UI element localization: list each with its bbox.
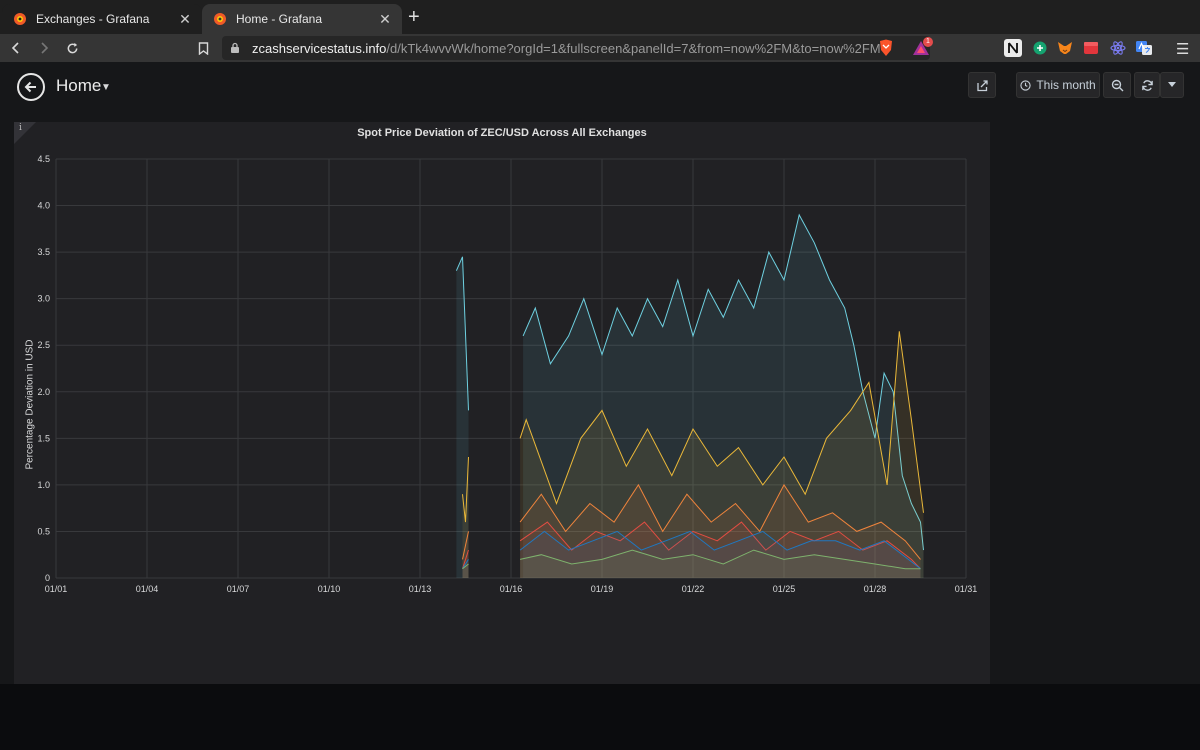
refresh-button[interactable] [1134,72,1160,98]
react-devtools-icon[interactable] [1109,39,1127,57]
browser-menu-icon[interactable]: ☰ [1176,41,1190,58]
y-tick-label: 1.5 [37,433,50,443]
series-line-exmo [522,213,924,551]
series-area-kraken [520,531,921,578]
reload-icon[interactable] [62,38,82,58]
series-line-gemini [519,549,921,570]
dashboard-title[interactable]: Home [56,76,102,95]
x-tick-label: 01/07 [227,584,250,594]
time-picker-button[interactable]: This month [1016,72,1100,98]
caret-down-icon [1168,82,1176,87]
y-tick-label: 2.5 [37,340,50,350]
series-area-bittrex [462,457,469,578]
series-line-coinbase [519,521,921,570]
x-tick-label: 01/22 [682,584,705,594]
x-tick-label: 01/01 [45,584,68,594]
y-tick-label: 4.0 [37,201,50,211]
y-tick-label: 2.0 [37,387,50,397]
y-tick-label: 1.0 [37,480,50,490]
arrow-left-icon [24,81,36,93]
grammarly-extension-icon[interactable] [1031,39,1049,57]
url-path: /d/kTk4wvvWk/home?orgId=1&fullscreen&pan… [386,40,881,56]
x-tick-label: 01/16 [500,584,523,594]
exit-fullscreen-button[interactable] [17,73,45,101]
x-tick-label: 01/25 [773,584,796,594]
info-icon[interactable]: i [19,123,22,133]
series-area-gemini [462,564,469,578]
red-extension-icon[interactable] [1082,39,1100,57]
page-footer-area [0,684,1200,750]
grafana-favicon-icon [12,11,28,27]
tab-home[interactable]: Home - Grafana ✕ [202,4,402,34]
y-tick-label: 0 [45,573,50,583]
rewards-badge: 1 [923,37,933,47]
y-tick-label: 3.5 [37,247,50,257]
zoom-out-button[interactable] [1103,72,1131,98]
tab-title: Home - Grafana [236,12,323,26]
address-bar-row: zcashservicestatus.info/d/kTk4wvvWk/home… [0,34,1200,62]
panel-title[interactable]: Spot Price Deviation of ZEC/USD Across A… [357,127,647,139]
notion-extension-icon[interactable] [1004,39,1022,57]
series-line-exmo [455,256,469,411]
clock-icon [1020,79,1031,91]
tab-title: Exchanges - Grafana [36,12,150,26]
translate-extension-icon[interactable] [1135,39,1153,57]
back-arrow-icon[interactable] [6,38,26,58]
tab-close-icon[interactable]: ✕ [179,10,191,27]
share-button[interactable] [968,72,996,98]
x-tick-label: 01/19 [591,584,614,594]
browser-tab-bar: Exchanges - Grafana ✕ Home - Grafana ✕ + [0,0,1200,34]
graph-panel[interactable]: i Spot Price Deviation of ZEC/USD Across… [14,122,990,735]
brave-shield-icon[interactable] [878,39,894,62]
url-field[interactable]: zcashservicestatus.info/d/kTk4wvvWk/home… [222,36,930,60]
series-line-bitfinex [462,531,469,560]
forward-arrow-icon[interactable] [34,38,54,58]
x-tick-label: 01/13 [409,584,432,594]
series-area-coinbase [520,522,921,578]
y-tick-label: 0.5 [37,526,50,536]
series-area-exmo [523,214,924,578]
series-line-gemini [462,563,469,570]
series-line-bittrex [519,331,924,513]
series-area-bitfinex [520,484,921,578]
series-line-coinbase [462,549,469,569]
y-tick-label: 3.0 [37,294,50,304]
y-tick-label: 4.5 [37,154,50,164]
brave-rewards-icon[interactable]: 1 [912,37,933,61]
metamask-extension-icon[interactable] [1056,39,1074,57]
refresh-icon [1141,79,1153,91]
series-line-bittrex [462,456,469,523]
refresh-interval-dropdown[interactable] [1160,72,1184,98]
x-tick-label: 01/10 [318,584,341,594]
series-area-kraken [462,559,469,578]
grafana-app: Home ▼ This month i Spot Price Deviation… [0,62,1200,750]
tab-close-icon[interactable]: ✕ [379,10,391,27]
brave-icons: 1 [878,37,933,62]
x-tick-label: 01/04 [136,584,159,594]
series-line-bitfinex [519,483,921,560]
caret-down-icon[interactable]: ▼ [101,82,111,93]
lock-icon [230,42,244,54]
x-tick-label: 01/28 [864,584,887,594]
series-area-gemini [520,550,921,578]
share-icon [976,79,988,91]
zoom-out-icon [1111,79,1123,91]
panel-info-corner[interactable] [14,122,36,144]
grafana-favicon-icon [212,11,228,27]
time-range-label: This month [1036,78,1096,92]
x-tick-label: 01/31 [955,584,978,594]
url-host: zcashservicestatus.info [252,40,387,56]
graph-canvas[interactable]: 0 0.5 1.0 1.5 2.0 2.5 3.0 3.5 4.0 4.5 01/01 01/04 01… [14,122,990,722]
tab-exchanges[interactable]: Exchanges - Grafana ✕ [2,4,202,34]
series-line-kraken [519,530,921,570]
new-tab-button[interactable]: + [408,6,420,28]
series-line-kraken [462,559,469,569]
bookmark-icon[interactable] [193,38,213,58]
